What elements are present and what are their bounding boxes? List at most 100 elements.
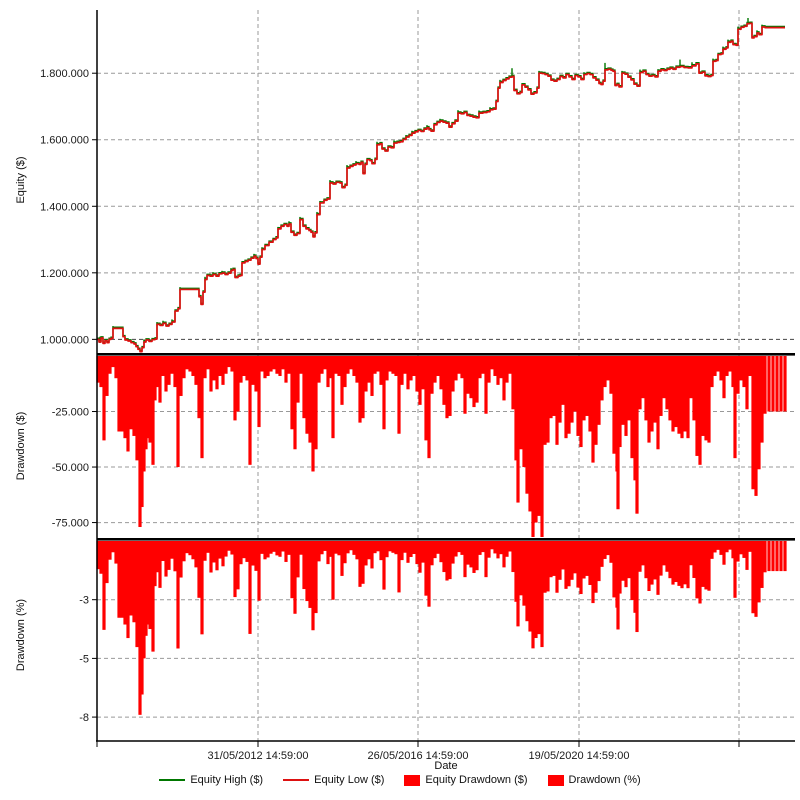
drawdown-pct-bar	[194, 541, 198, 568]
drawdown-dollar-bar	[117, 356, 121, 432]
drawdown-pct-bar	[616, 541, 620, 630]
panel-separator	[97, 353, 795, 356]
drawdown-dollar-bar	[686, 356, 690, 439]
drawdown-pct-bar	[618, 541, 622, 594]
drawdown-dollar-bar	[421, 356, 425, 390]
drawdown-pct-bar	[248, 541, 252, 634]
drawdown-pct-bar	[305, 541, 309, 602]
drawdown-dollar-bar	[373, 356, 377, 374]
legend-label: Drawdown (%)	[568, 774, 641, 786]
drawdown-pct-bar	[540, 541, 544, 648]
drawdown-pct-bar	[659, 541, 663, 576]
drawdown-dollar-bar	[334, 356, 338, 374]
drawdown-pct-bar	[111, 541, 115, 553]
drawdown-dollar-bar	[597, 356, 601, 425]
drawdown-dollar-bar	[340, 356, 344, 405]
drawdown-dollar-bar	[275, 356, 279, 374]
drawdown-pct-bar	[290, 541, 294, 599]
drawdown-pct-bar	[326, 541, 330, 565]
drawdown-pct-bar	[576, 541, 580, 588]
drawdown-dollar-bar	[469, 356, 473, 399]
drawdown-dollar-bar	[638, 356, 642, 410]
drawdown-dollar-bar	[466, 356, 470, 394]
drawdown-dollar-bar	[337, 356, 341, 376]
drawdown-dollar-bar	[346, 356, 350, 374]
drawdown-pct-bar	[400, 541, 404, 561]
drawdown-dollar-bar	[662, 356, 666, 399]
drawdown-pct-bar	[257, 541, 261, 601]
drawdown-dollar-bar	[326, 356, 330, 388]
drawdown-pct-bar	[698, 541, 702, 604]
drawdown-dollar-bar	[552, 356, 556, 416]
drawdown-pct-bar	[376, 541, 380, 552]
drawdown-pct-bar	[343, 541, 347, 564]
drawdown-dollar-bar	[151, 356, 155, 465]
drawdown-dollar-bar	[573, 356, 577, 412]
drawdown-dollar-bar	[525, 356, 529, 494]
drawdown-pct-bar	[612, 541, 616, 598]
drawdown-dollar-bar	[555, 356, 559, 445]
drawdown-dollar-bar	[754, 356, 758, 496]
drawdown-dollar-bar	[531, 356, 535, 537]
drawdown-pct-bar	[102, 541, 106, 630]
drawdown-pct-bar	[733, 541, 737, 598]
drawdown-dollar-bar	[731, 356, 735, 388]
drawdown-dollar-bar	[641, 356, 645, 399]
drawdown-pct-bar	[364, 541, 368, 566]
drawdown-dollar-bar	[352, 356, 356, 376]
drawdown-dollar-bar	[609, 356, 613, 394]
drawdown-dollar-bar	[314, 356, 318, 450]
drawdown-dollar-bar	[570, 356, 574, 423]
drawdown-dollar-bar	[132, 356, 136, 436]
drawdown-dollar-bar	[212, 356, 216, 381]
drawdown-dollar-bar	[439, 356, 443, 390]
drawdown-dollar-bar	[355, 356, 359, 383]
drawdown-pct-bar	[212, 541, 216, 563]
drawdown-dollar-bar	[418, 356, 422, 405]
drawdown-dollar-bar	[719, 356, 723, 381]
drawdown-dollar-bar	[200, 356, 204, 459]
y-tick-label: 1.000.000	[40, 334, 89, 346]
drawdown-pct-bar	[156, 541, 160, 573]
drawdown-dollar-bar	[499, 356, 503, 379]
drawdown-dollar-bar	[644, 356, 648, 421]
drawdown-pct-bar	[635, 541, 639, 633]
drawdown-dollar-bar	[311, 356, 315, 472]
drawdown-dollar-bar	[722, 356, 726, 399]
drawdown-pct-bar	[621, 541, 625, 581]
drawdown-dollar-bar	[448, 356, 452, 416]
drawdown-pct-bar	[745, 541, 749, 570]
drawdown-pct-bar	[138, 541, 142, 715]
drawdown-pct-bar	[182, 541, 186, 562]
drawdown-pct-bar	[251, 541, 255, 566]
drawdown-pct-bar	[600, 541, 604, 567]
drawdown-pct-bar	[179, 541, 183, 578]
drawdown-pct-bar	[200, 541, 204, 635]
drawdown-pct-bar	[561, 541, 565, 570]
drawdown-pct-bar	[433, 541, 437, 559]
drawdown-pct-bar	[534, 541, 538, 639]
drawdown-dollar-bar	[627, 356, 631, 421]
drawdown-dollar-bar	[621, 356, 625, 425]
drawdown-pct-bar	[680, 541, 684, 589]
drawdown-pct-bar	[281, 541, 285, 552]
drawdown-dollar-bar	[430, 356, 434, 394]
drawdown-dollar-bar	[534, 356, 538, 523]
drawdown-dollar-bar	[680, 356, 684, 439]
drawdown-dollar-bar	[382, 356, 386, 430]
drawdown-pct-bar	[427, 541, 431, 607]
drawdown-dollar-bar	[293, 356, 297, 450]
drawdown-pct-bar	[695, 541, 699, 599]
drawdown-pct-bar	[245, 541, 249, 562]
drawdown-dollar-bar	[111, 356, 115, 368]
drawdown-pct-bar	[412, 541, 416, 554]
drawdown-dollar-bar	[391, 356, 395, 374]
drawdown-pct-bar	[397, 541, 401, 593]
drawdown-dollar-bar	[668, 356, 672, 421]
drawdown-dollar-bar	[502, 356, 506, 401]
drawdown-pct-bar	[668, 541, 672, 579]
drawdown-dollar-bar	[148, 356, 152, 443]
drawdown-dollar-axis-title: Drawdown ($)	[15, 411, 27, 481]
drawdown-pct-bar	[355, 541, 359, 560]
drawdown-pct-bar	[206, 541, 210, 553]
